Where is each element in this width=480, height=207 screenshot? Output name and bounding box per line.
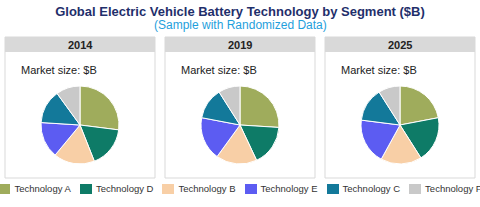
svg-text:2025: 2025 — [388, 39, 412, 51]
svg-text:(Sample with Randomized Data): (Sample with Randomized Data) — [154, 18, 327, 32]
html-text:Technology C: Technology C — [342, 183, 401, 194]
svg-text:Market size: $B: Market size: $B — [21, 64, 97, 76]
svg-text:2014: 2014 — [68, 39, 93, 51]
html-text:Technology D: Technology D — [95, 183, 154, 194]
svg-text:Global Electric Vehicle Batter: Global Electric Vehicle Battery Technolo… — [55, 4, 425, 19]
html-text:Technology A: Technology A — [14, 183, 71, 194]
svg-text:Market size: $B: Market size: $B — [181, 64, 257, 76]
svg-text:2019: 2019 — [228, 39, 252, 51]
svg-text:Market size: $B: Market size: $B — [341, 64, 417, 76]
html-text:Technology E: Technology E — [260, 183, 318, 194]
html-text:Technology B: Technology B — [178, 183, 236, 194]
